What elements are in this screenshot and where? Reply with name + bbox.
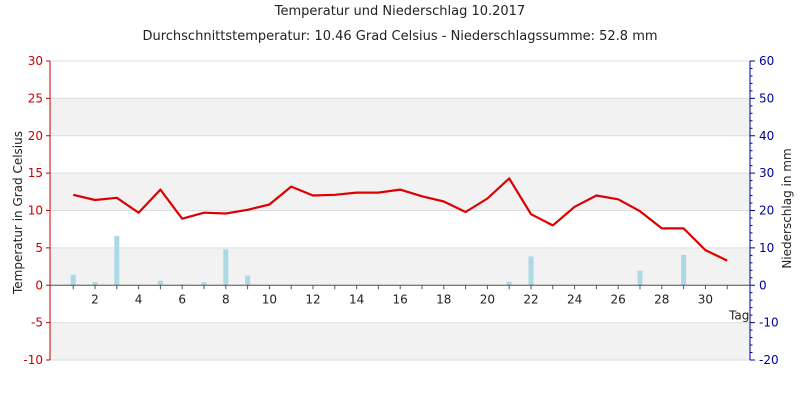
y-tick-label-left: 30 xyxy=(28,54,43,68)
y-tick-label-right: -10 xyxy=(759,316,779,330)
background-band xyxy=(50,247,750,286)
chart-subtitle: Durchschnittstemperatur: 10.46 Grad Cels… xyxy=(142,29,658,44)
y-tick-label-right: 50 xyxy=(759,91,774,105)
background-band xyxy=(50,98,750,136)
temperature-series-line xyxy=(72,177,728,262)
y-tick-label-left: 20 xyxy=(28,129,43,143)
x-tick-label: 8 xyxy=(222,292,230,306)
y-tick-label-left: 0 xyxy=(35,278,43,292)
x-tick-label: 16 xyxy=(393,292,408,306)
precipitation-bar xyxy=(506,281,512,286)
x-axis-label: Tag xyxy=(728,308,749,322)
precipitation-bar xyxy=(681,254,687,286)
background-band xyxy=(50,285,750,323)
precipitation-bar xyxy=(92,281,98,286)
y-axis-label-left: Temperatur in Grad Celsius xyxy=(11,131,25,295)
background-band xyxy=(50,322,750,360)
x-tick-label: 12 xyxy=(305,292,320,306)
x-tick-label: 28 xyxy=(654,292,669,306)
x-tick-label: 18 xyxy=(436,292,451,306)
x-tick-label: 22 xyxy=(523,292,538,306)
background-band xyxy=(50,173,750,211)
precipitation-bar xyxy=(223,249,229,286)
y-tick-label-right: 20 xyxy=(759,204,774,218)
x-tick-label: 6 xyxy=(178,292,186,306)
precipitation-bar xyxy=(201,282,207,286)
x-tick-label: 10 xyxy=(262,292,277,306)
y-tick-label-left: 15 xyxy=(28,166,43,180)
x-tick-label: 4 xyxy=(135,292,143,306)
y-tick-label-right: 60 xyxy=(759,54,774,68)
y-axis-label-right: Niederschlag in mm xyxy=(780,148,794,268)
y-tick-label-left: -5 xyxy=(31,316,43,330)
y-tick-label-right: 30 xyxy=(759,166,774,180)
y-tick-label-right: 40 xyxy=(759,129,774,143)
y-tick-label-left: -10 xyxy=(23,353,43,367)
precipitation-bar xyxy=(157,280,163,286)
x-tick-label: 30 xyxy=(698,292,713,306)
y-tick-label-right: 0 xyxy=(759,278,767,292)
x-tick-label: 14 xyxy=(349,292,364,306)
y-tick-label-left: 10 xyxy=(28,204,43,218)
background-band xyxy=(50,210,750,248)
x-tick-label: 20 xyxy=(480,292,495,306)
precipitation-bar xyxy=(70,274,76,286)
background-band xyxy=(50,61,750,99)
background-bands xyxy=(50,61,750,360)
temperature-line xyxy=(72,177,728,262)
chart-title: Temperatur und Niederschlag 10.2017 xyxy=(274,4,526,19)
axes xyxy=(46,60,755,361)
x-tick-label: 2 xyxy=(91,292,99,306)
precipitation-bar xyxy=(245,275,251,286)
precipitation-bar xyxy=(528,256,534,286)
x-tick-label: 26 xyxy=(611,292,626,306)
precipitation-bar xyxy=(114,235,120,286)
y-tick-label-right: -20 xyxy=(759,353,779,367)
background-band xyxy=(50,135,750,174)
x-tick-label: 24 xyxy=(567,292,582,306)
y-tick-label-right: 10 xyxy=(759,241,774,255)
precipitation-bar xyxy=(637,270,643,286)
y-tick-label-left: 5 xyxy=(35,241,43,255)
y-tick-label-left: 25 xyxy=(28,91,43,105)
